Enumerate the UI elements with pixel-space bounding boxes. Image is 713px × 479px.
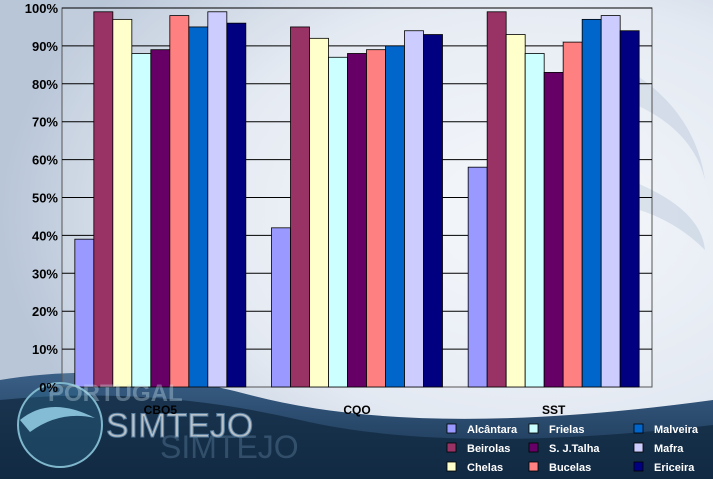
bar: [290, 26, 310, 388]
x-category-label: SST: [542, 403, 566, 417]
bar: [619, 30, 640, 388]
bar: [385, 45, 405, 388]
bar: [562, 41, 583, 388]
y-tick-label: 0%: [39, 380, 58, 395]
logo-wave-icon: [20, 406, 95, 432]
bar: [366, 49, 386, 388]
legend-swatch: [528, 423, 539, 434]
legend-label: Beirolas: [467, 443, 510, 455]
bar: [271, 227, 291, 388]
bar: [467, 166, 488, 388]
legend-label: Ericeira: [654, 462, 695, 474]
bar: [309, 37, 329, 388]
bar: [93, 11, 114, 388]
legend-swatch: [446, 442, 457, 453]
bar: [112, 18, 133, 388]
bar: [581, 18, 602, 388]
legend-label: Chelas: [467, 462, 503, 474]
legend-label: Alcântara: [467, 424, 518, 436]
x-axis-category-labels: CBO5 CQO SST: [144, 403, 566, 417]
legend-swatch: [633, 442, 644, 453]
bar: [486, 11, 507, 388]
y-tick-label: 90%: [32, 39, 58, 54]
y-tick-label: 60%: [32, 153, 58, 168]
legend-label: Malveira: [654, 424, 699, 436]
logo-text: SIMTEJO: [106, 407, 253, 445]
logo-ghost-text: SIMTEJO: [160, 429, 299, 465]
bar: [347, 53, 367, 388]
bars: [74, 11, 640, 388]
legend-swatch: [446, 423, 457, 434]
bar: [423, 34, 443, 388]
legend-label: Bucelas: [549, 462, 591, 474]
logo: PORTUGAL SIMTEJO SIMTEJO: [17, 380, 299, 468]
bar: [188, 26, 209, 388]
y-tick-label: 50%: [32, 191, 58, 206]
legend-swatch: [446, 461, 457, 472]
y-tick-label: 80%: [32, 77, 58, 92]
bar: [74, 238, 95, 388]
legend-label: Frielas: [549, 424, 584, 436]
y-tick-label: 10%: [32, 342, 58, 357]
bar: [207, 11, 228, 388]
bar: [524, 53, 545, 388]
bar: [543, 72, 564, 388]
y-tick-label: 40%: [32, 228, 58, 243]
bar: [169, 15, 190, 388]
legend-swatch: [633, 423, 644, 434]
y-tick-label: 30%: [32, 266, 58, 281]
y-tick-label: 70%: [32, 115, 58, 130]
legend-swatch: [528, 461, 539, 472]
bar: [505, 34, 526, 388]
bar: [328, 56, 348, 388]
y-tick-label: 20%: [32, 304, 58, 319]
bar: [226, 22, 247, 388]
logo-swirl-icon: [17, 382, 103, 468]
bar: [600, 15, 621, 388]
x-category-label: CBO5: [144, 403, 178, 417]
bar: [404, 30, 424, 388]
legend: Alcântara Beirolas Chelas Frielas S. J.Talha…: [446, 423, 699, 474]
y-axis-tick-labels: 0% 10% 20% 30% 40% 50% 60% 70% 80% 90% 100%: [25, 1, 59, 395]
logo-brand-text: PORTUGAL: [48, 380, 183, 407]
y-tick-label: 100%: [25, 1, 59, 16]
legend-swatch: [528, 442, 539, 453]
bar: [150, 49, 171, 388]
legend-swatch: [633, 461, 644, 472]
x-category-label: CQO: [343, 403, 370, 417]
legend-label: Mafra: [654, 443, 684, 455]
legend-label: S. J.Talha: [549, 443, 600, 455]
bar: [131, 53, 152, 388]
